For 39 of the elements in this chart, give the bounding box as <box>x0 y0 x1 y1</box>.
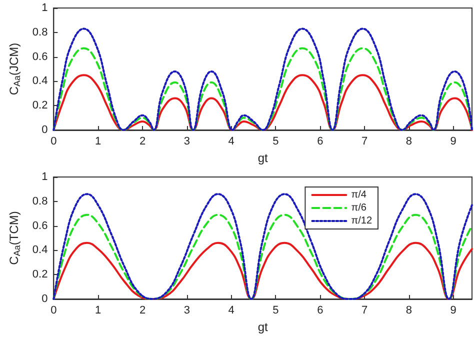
y-tick-label: 0.8 <box>32 195 48 208</box>
x-tick-label: 9 <box>450 136 456 148</box>
y-axis-title: CAa(TCM) <box>7 211 22 265</box>
legend-label: π/6 <box>351 202 367 214</box>
x-tick-label: 5 <box>272 136 279 148</box>
y-tick-label: 0.4 <box>32 75 48 88</box>
y-tick-label: 0.2 <box>32 268 48 281</box>
x-tick-label: 0 <box>50 304 57 316</box>
y-axis-title: CAa(JCM) <box>7 42 22 96</box>
x-tick-label: 3 <box>184 304 190 316</box>
y-tick-label: 0.6 <box>32 220 48 232</box>
y-tick-label: 0.8 <box>32 26 48 38</box>
x-axis-title: gt <box>258 320 269 334</box>
legend-label: π/4 <box>351 190 367 200</box>
x-tick-label: 7 <box>361 304 368 316</box>
x-tick-label: 1 <box>95 136 102 148</box>
x-tick-label: 7 <box>361 136 368 148</box>
x-axis-title: gt <box>258 151 269 165</box>
y-tick-label: 0 <box>42 293 48 305</box>
y-tick-label: 0 <box>42 124 48 136</box>
x-tick-label: 8 <box>406 136 412 148</box>
x-tick-label: 5 <box>272 304 279 316</box>
x-tick-label: 6 <box>317 304 324 316</box>
x-tick-label: 4 <box>228 304 234 316</box>
x-tick-label: 2 <box>139 136 146 148</box>
x-tick-label: 2 <box>139 304 146 316</box>
y-tick-label: 0.6 <box>32 50 48 63</box>
y-tick-label: 0.4 <box>32 244 48 256</box>
x-tick-label: 0 <box>50 136 57 148</box>
x-tick-label: 6 <box>317 136 324 148</box>
y-tick-label: 1 <box>42 2 48 14</box>
x-tick-label: 9 <box>450 304 456 316</box>
y-tick-label: 0.2 <box>32 100 48 112</box>
x-tick-label: 4 <box>228 136 234 148</box>
y-tick-label: 1 <box>42 171 48 183</box>
x-tick-label: 1 <box>95 304 102 316</box>
x-tick-label: 3 <box>184 136 190 148</box>
legend-label: π/12 <box>351 216 372 226</box>
x-tick-label: 8 <box>406 304 412 316</box>
